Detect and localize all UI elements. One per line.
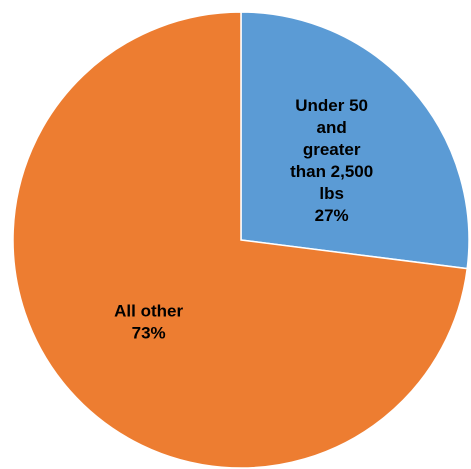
slice-label-1: All other 73% — [114, 301, 183, 342]
slices-group — [12, 11, 470, 469]
slice-label-0-line-4: lbs — [319, 184, 344, 203]
pie-slice-1 — [12, 11, 469, 469]
slice-label-0-line-1: and — [317, 118, 347, 137]
slice-label-1-line-1: 73% — [132, 323, 166, 342]
slice-label-0-line-2: greater — [303, 140, 361, 159]
slice-label-0-line-3: than 2,500 — [290, 162, 373, 181]
slice-label-0: Under 50 and greater than 2,500 lbs 27% — [290, 96, 373, 225]
slice-label-0-line-5: 27% — [315, 206, 349, 225]
slice-label-1-line-0: All other — [114, 301, 183, 320]
labels-group: Under 50 and greater than 2,500 lbs 27% All ot… — [114, 96, 373, 342]
slice-label-0-line-0: Under 50 — [295, 96, 368, 115]
pie-slice-0 — [240, 11, 470, 270]
